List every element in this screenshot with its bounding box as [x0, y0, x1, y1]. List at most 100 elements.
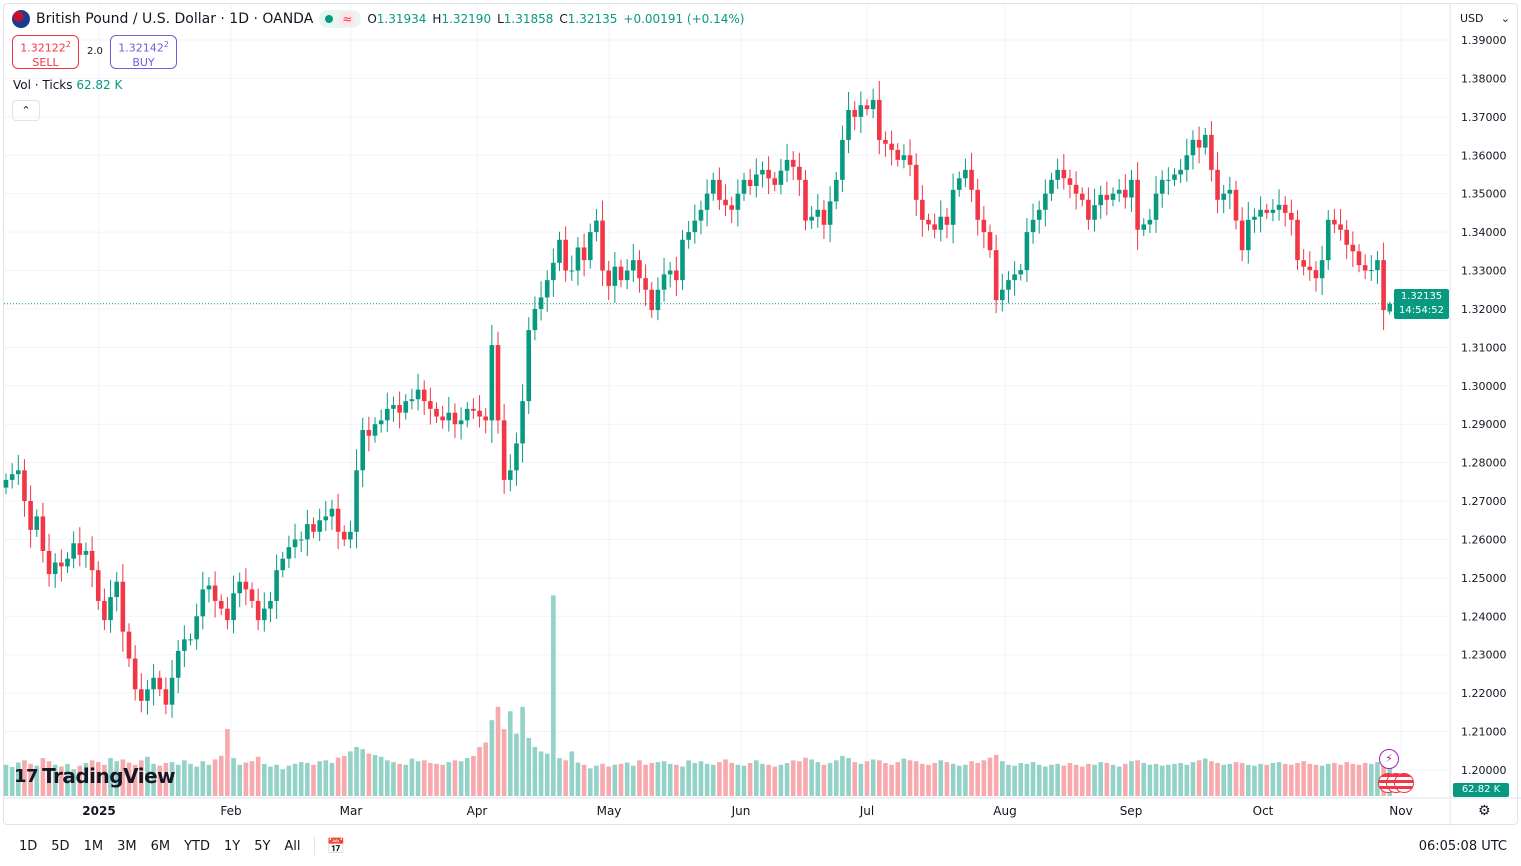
volume-bar	[311, 764, 316, 796]
candle-body	[778, 170, 784, 185]
candle-body	[403, 401, 409, 413]
candle-body	[1375, 260, 1380, 271]
current-price-label: 1.32135 14:54:52	[1394, 289, 1449, 319]
candle-body	[151, 677, 156, 690]
symbol-title[interactable]: British Pound / U.S. Dollar · 1D · OANDA	[36, 11, 314, 27]
candle-body	[34, 516, 40, 530]
open-value: 1.31934	[376, 12, 427, 26]
volume-bar	[16, 762, 21, 796]
candle-body	[28, 501, 33, 530]
range-buttons: 1D 5D 1M 3M 6M YTD 1Y 5Y All	[0, 839, 308, 854]
candle-body	[495, 345, 501, 421]
volume-bar	[1258, 763, 1263, 796]
y-tick-label: 1.37000	[1461, 111, 1507, 124]
candle-body	[1221, 193, 1226, 200]
volume-bar	[526, 738, 532, 796]
sell-button[interactable]: 1.321222 SELL	[12, 35, 79, 69]
candle-body	[298, 539, 304, 541]
volume-bar	[483, 742, 488, 796]
economic-events-flags-icon[interactable]	[1378, 773, 1418, 793]
volume-legend[interactable]: Vol · Ticks 62.82 K	[13, 78, 122, 92]
y-tick-label: 1.20000	[1461, 764, 1507, 777]
settings-gear-icon[interactable]: ⚙	[1478, 803, 1491, 819]
range-button-1d[interactable]: 1D	[19, 838, 38, 854]
candle-body	[397, 404, 402, 413]
candle-body	[108, 597, 113, 621]
low-label: L	[497, 12, 504, 26]
x-tick-label: Aug	[993, 804, 1016, 818]
range-button-6m[interactable]: 6M	[150, 838, 171, 854]
volume-bar	[1233, 762, 1239, 796]
candle-body	[188, 639, 193, 641]
candle-body	[1018, 270, 1024, 275]
tradingview-logo[interactable]: 17 TradingView	[14, 764, 176, 788]
y-tick-label: 1.27000	[1461, 495, 1507, 508]
y-tick-label: 1.34000	[1461, 226, 1507, 239]
candle-body	[163, 689, 169, 705]
lightning-icon[interactable]: ⚡	[1379, 749, 1399, 769]
candle-body	[932, 224, 937, 230]
clock[interactable]: 06:05:08 UTC	[1418, 838, 1507, 854]
range-button-5d[interactable]: 5D	[51, 838, 70, 854]
candle-body	[1307, 266, 1313, 271]
volume-bar	[698, 761, 704, 796]
candle-body	[286, 547, 292, 559]
spread-value: 2.0	[87, 46, 103, 57]
volume-bar	[618, 763, 624, 796]
candle-body	[175, 650, 181, 678]
chevron-up-icon: ⌃	[21, 104, 31, 117]
candle-body	[649, 289, 655, 311]
candle-body	[3, 479, 9, 488]
candle-body	[1246, 219, 1251, 251]
currency-dropdown[interactable]: USD ⌄	[1452, 8, 1516, 30]
candle-body	[1159, 179, 1165, 194]
volume-bar	[587, 768, 593, 796]
volume-bar	[34, 765, 40, 796]
bar-countdown: 14:54:52	[1399, 305, 1444, 316]
volume-bar	[1153, 763, 1159, 796]
candle-body	[1313, 270, 1319, 279]
candle-body	[840, 139, 845, 180]
volume-bar	[901, 758, 907, 796]
volume-bar	[1307, 763, 1313, 796]
range-button-1m[interactable]: 1M	[83, 838, 104, 854]
range-button-3m[interactable]: 3M	[117, 838, 137, 854]
volume-bar	[827, 762, 833, 796]
candle-body	[1301, 260, 1306, 267]
volume-bar	[421, 760, 427, 796]
calendar-icon[interactable]: 📅	[326, 837, 346, 855]
high-value: 1.32190	[441, 12, 492, 26]
candle-body	[1325, 219, 1331, 261]
price-chart[interactable]: 1.39000 1.38000 1.37000 1.36000 1.35000 1.340…	[0, 0, 1521, 826]
volume-bar	[477, 746, 482, 796]
volume-bar	[397, 763, 402, 796]
y-tick-label: 1.33000	[1461, 265, 1507, 278]
range-button-ytd[interactable]: YTD	[184, 838, 210, 854]
wave-icon: ≈	[339, 12, 356, 26]
chevron-down-icon: ⌄	[1500, 12, 1510, 25]
volume-bar	[864, 761, 870, 796]
volume-bar	[790, 760, 796, 796]
range-button-5y[interactable]: 5Y	[254, 838, 271, 854]
volume-bar	[563, 760, 568, 796]
volume-bar	[938, 760, 944, 796]
market-status[interactable]: ≈	[319, 10, 362, 28]
buy-button[interactable]: 1.321422 BUY	[110, 35, 177, 69]
volume-bar	[766, 764, 771, 796]
candle-body	[883, 139, 888, 144]
candle-body	[255, 600, 261, 621]
volume-bar	[89, 760, 95, 796]
volume-bar	[1375, 762, 1380, 796]
sell-price: 1.32122	[20, 41, 66, 55]
candle-body	[1209, 134, 1214, 170]
candle-body	[754, 174, 759, 186]
collapse-legend-button[interactable]: ⌃	[12, 100, 40, 121]
candle-body	[65, 558, 70, 567]
range-button-all[interactable]: All	[284, 838, 301, 854]
candle-body	[323, 516, 329, 521]
volume-bar	[600, 763, 605, 796]
volume-bar	[680, 766, 685, 796]
volume-bar	[391, 762, 396, 796]
candle-body	[169, 677, 175, 705]
range-button-1y[interactable]: 1Y	[223, 838, 241, 854]
